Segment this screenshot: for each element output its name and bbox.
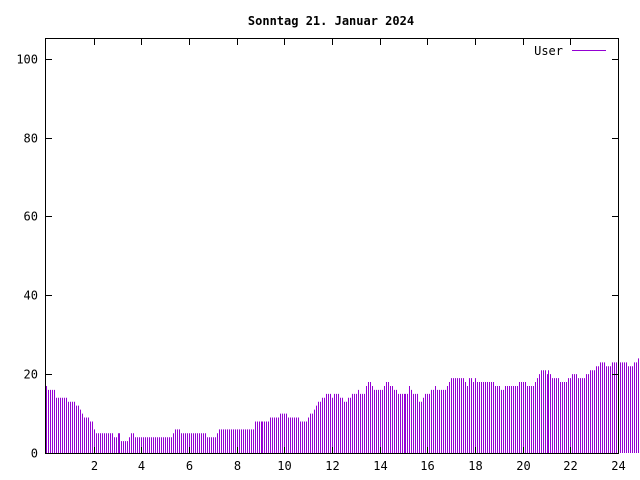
plot-frame [45, 38, 619, 454]
y-tick-label: 0 [31, 447, 38, 461]
x-tick-label: 12 [325, 459, 339, 473]
chart-title: Sonntag 21. Januar 2024 [248, 14, 414, 28]
x-tick-label: 22 [563, 459, 577, 473]
y-tick-label: 80 [24, 132, 38, 146]
y-tick-label: 20 [24, 368, 38, 382]
legend-label: User [534, 44, 563, 58]
x-tick-label: 18 [468, 459, 482, 473]
x-tick-label: 16 [420, 459, 434, 473]
x-tick-label: 10 [277, 459, 291, 473]
y-tick-label: 40 [24, 289, 38, 303]
x-tick-label: 6 [186, 459, 193, 473]
x-tick-label: 2 [91, 459, 98, 473]
x-tick-label: 8 [234, 459, 241, 473]
y-tick-label: 60 [24, 210, 38, 224]
x-tick-label: 14 [373, 459, 387, 473]
y-tick-label: 100 [16, 53, 38, 67]
legend: User [534, 44, 606, 58]
x-tick-label: 24 [611, 459, 625, 473]
bars-group [46, 358, 639, 453]
x-tick-label: 4 [138, 459, 145, 473]
x-tick-label: 20 [516, 459, 530, 473]
